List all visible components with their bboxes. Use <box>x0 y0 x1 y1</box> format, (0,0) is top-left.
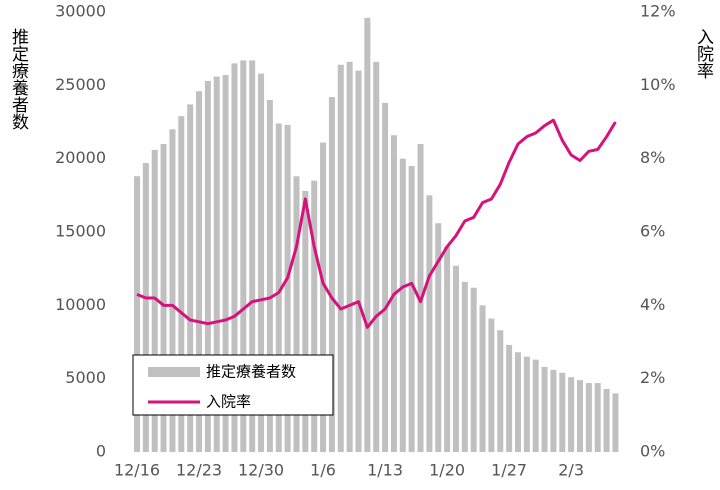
x-tick-label: 1/13 <box>367 461 403 480</box>
bar <box>213 76 220 453</box>
y-tick-label: 5000 <box>65 368 106 387</box>
bar <box>541 366 548 452</box>
bar <box>514 352 521 452</box>
bar <box>603 388 610 452</box>
bar <box>559 372 566 452</box>
x-tick-label: 2/3 <box>558 461 584 480</box>
y-tick-label: 0 <box>96 442 106 461</box>
bar <box>523 356 530 452</box>
bar <box>293 176 300 452</box>
bar <box>142 163 149 453</box>
y2-axis-label: 入院率 <box>693 28 714 79</box>
bar <box>452 265 459 452</box>
y-tick-label: 20000 <box>55 148 106 167</box>
y-tick-label: 10000 <box>55 295 106 314</box>
bar <box>302 190 309 452</box>
y-tick-label: 25000 <box>55 75 106 94</box>
bar <box>258 73 265 452</box>
legend-box <box>132 354 334 416</box>
y2-tick-label: 6% <box>640 222 665 241</box>
bar <box>187 104 194 453</box>
y-tick-label: 30000 <box>55 2 106 21</box>
bar <box>382 102 389 452</box>
bar <box>612 393 619 452</box>
legend-label: 入院率 <box>206 393 251 411</box>
bar <box>337 64 344 453</box>
bar <box>532 359 539 452</box>
bar <box>577 380 583 452</box>
bar <box>178 116 185 452</box>
y2-tick-label: 12% <box>640 2 676 21</box>
y-tick-label: 15000 <box>55 222 106 241</box>
bar <box>408 166 415 452</box>
bar <box>550 369 557 452</box>
bar <box>169 129 176 453</box>
bar <box>497 330 504 452</box>
bar <box>373 61 380 452</box>
y2-tick-label: 2% <box>640 368 665 387</box>
x-tick-label: 1/6 <box>310 461 336 480</box>
bar <box>160 144 167 452</box>
bar <box>346 61 353 452</box>
bar <box>435 223 442 452</box>
bar <box>249 60 256 453</box>
bar <box>426 195 433 453</box>
bar <box>231 63 238 452</box>
y2-tick-label: 10% <box>640 75 676 94</box>
bar <box>311 180 318 452</box>
bar <box>470 287 477 452</box>
bar <box>585 383 592 452</box>
bar <box>568 377 575 452</box>
x-tick-label: 12/30 <box>238 461 284 480</box>
legend-label: 推定療養者数 <box>206 363 296 381</box>
bar <box>275 123 282 452</box>
line <box>136 118 617 329</box>
bar <box>151 149 158 452</box>
bar <box>320 142 327 453</box>
bar <box>479 305 486 452</box>
bar <box>284 124 291 452</box>
x-tick-label: 1/20 <box>429 461 465 480</box>
y2-tick-label: 4% <box>640 295 665 314</box>
bar <box>594 383 601 452</box>
bar <box>461 281 468 452</box>
y-axis-label: 推定療養者数 <box>8 28 29 130</box>
y2-tick-label: 0% <box>640 442 665 461</box>
bar <box>240 60 247 453</box>
x-tick-label: 12/16 <box>114 461 160 480</box>
bar <box>399 158 406 452</box>
x-tick-label: 1/27 <box>491 461 527 480</box>
bar <box>204 80 211 452</box>
bar <box>364 17 371 452</box>
y2-tick-label: 8% <box>640 148 665 167</box>
bar <box>266 100 273 452</box>
bar <box>196 91 203 452</box>
bar <box>506 344 513 452</box>
bar <box>222 75 229 453</box>
bar <box>488 318 495 452</box>
bar <box>444 246 451 452</box>
x-tick-label: 12/23 <box>176 461 222 480</box>
bar <box>134 176 140 452</box>
legend-swatch <box>148 367 200 377</box>
bar <box>355 70 362 453</box>
bar <box>328 97 335 453</box>
